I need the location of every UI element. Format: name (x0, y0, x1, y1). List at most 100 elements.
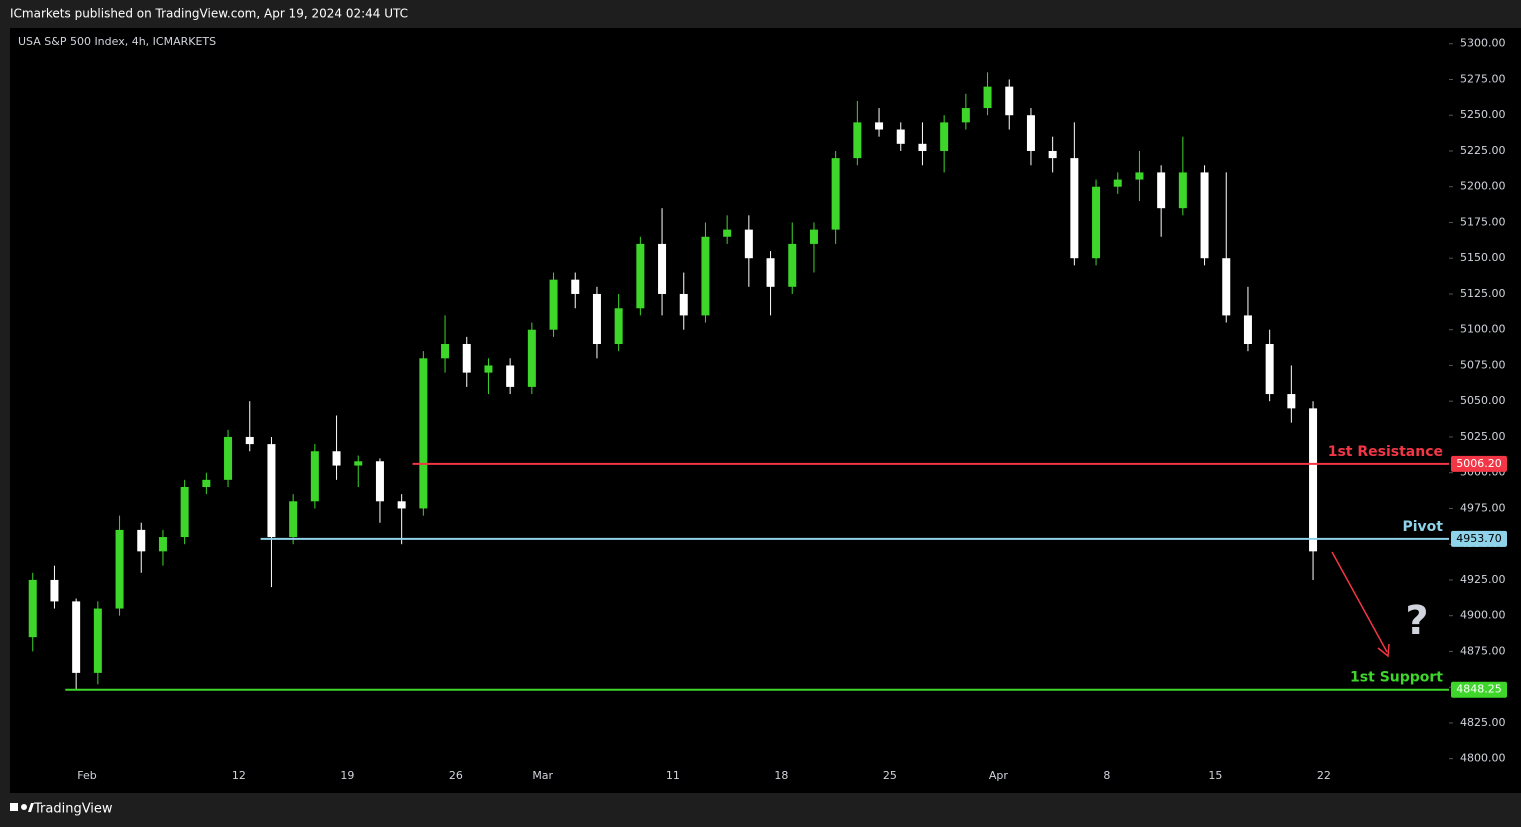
candle-body (462, 344, 471, 373)
candle-body (592, 293, 601, 345)
plot-area (10, 28, 1521, 793)
arrow (1331, 551, 1388, 653)
candle-body (375, 461, 384, 502)
logo (10, 803, 34, 812)
arrow-head (1377, 643, 1390, 658)
y-tick-label: 4800.00 (1460, 752, 1506, 765)
candle-body (1005, 86, 1014, 116)
y-tick-label: 4925.00 (1460, 573, 1506, 586)
candle-body (289, 501, 298, 538)
candle-body (93, 608, 102, 673)
candle-body (158, 537, 167, 552)
candle-body (441, 344, 450, 359)
candle-body (1048, 150, 1057, 159)
candle-body (831, 158, 840, 230)
level-name: Pivot (1403, 519, 1444, 535)
candle-body (788, 243, 797, 287)
x-tick-label: 26 (449, 769, 463, 782)
candle-body (1092, 186, 1101, 259)
y-tick-label: 4900.00 (1460, 609, 1506, 622)
candle-body (310, 451, 319, 502)
y-tick-label: 5225.00 (1460, 144, 1506, 157)
y-tick-label: 5150.00 (1460, 251, 1506, 264)
candle-body (636, 243, 645, 309)
x-tick-label: 22 (1317, 769, 1331, 782)
x-tick-label: 8 (1103, 769, 1110, 782)
candle-body (1135, 172, 1144, 180)
candle-body (896, 129, 905, 144)
level-tag (1451, 681, 1507, 698)
candle-body (332, 451, 341, 466)
candle-body (28, 579, 37, 638)
footer-brand: TradingView (33, 802, 113, 817)
y-tick-label: 4825.00 (1460, 716, 1506, 729)
y-tick-label: 4875.00 (1460, 644, 1506, 657)
candle-body (809, 229, 818, 244)
annotation: ? (1405, 598, 1428, 644)
candle-body (744, 229, 753, 259)
candle-body (961, 108, 970, 123)
candle-body (397, 501, 406, 509)
candle-body (180, 487, 189, 538)
candle-body (527, 329, 536, 387)
x-tick-label: Apr (989, 769, 1009, 782)
candle-body (72, 601, 81, 673)
candle-body (766, 258, 775, 287)
candle-body (1222, 258, 1231, 316)
header-title: ICmarkets published on TradingView.com, … (10, 7, 408, 21)
candle-body (1157, 172, 1166, 209)
level-value: 4848.25 (1456, 683, 1502, 696)
candle-body (202, 479, 211, 487)
candle-body (549, 279, 558, 330)
candle-body (1070, 158, 1079, 259)
level-value: 5006.20 (1456, 457, 1502, 470)
level-value: 4953.70 (1456, 532, 1502, 545)
x-tick-label: Mar (532, 769, 553, 782)
x-tick-label: 19 (340, 769, 354, 782)
candle-body (245, 436, 254, 445)
candle-body (419, 358, 428, 509)
y-tick-label: 5075.00 (1460, 358, 1506, 371)
candle-body (918, 143, 927, 151)
candle-body (679, 293, 688, 316)
x-tick-label: 18 (774, 769, 788, 782)
candle-body (1178, 172, 1187, 209)
candle-body (571, 279, 580, 294)
x-tick-label: 12 (232, 769, 246, 782)
y-tick-label: 5250.00 (1460, 108, 1506, 121)
symbol: USA S&P 500 Index, 4h, ICMARKETS (18, 35, 216, 48)
y-tick-label: 5175.00 (1460, 215, 1506, 228)
candle-body (614, 308, 623, 345)
y-tick-label: 4975.00 (1460, 501, 1506, 514)
y-tick-label: 5275.00 (1460, 72, 1506, 85)
candle-body (1113, 179, 1122, 187)
level-name: 1st Resistance (1328, 444, 1443, 460)
level-tag (1451, 455, 1507, 472)
candle-body (1200, 172, 1209, 259)
y-tick-label: 5050.00 (1460, 394, 1506, 407)
x-tick-label: 25 (883, 769, 897, 782)
candle-body (853, 122, 862, 159)
candle-body (50, 579, 59, 602)
candle-body (1287, 394, 1296, 409)
candle-body (1026, 115, 1035, 151)
candle-body (115, 529, 124, 609)
level-tag (1451, 530, 1507, 547)
candle-body (354, 461, 363, 466)
x-tick-label: Feb (77, 769, 96, 782)
candle-body (940, 122, 949, 151)
candle-body (224, 436, 233, 480)
candle-body (658, 243, 667, 294)
candle-body (875, 122, 884, 130)
x-tick-label: 11 (666, 769, 680, 782)
level-name: 1st Support (1350, 670, 1443, 686)
y-tick-label: 5100.00 (1460, 323, 1506, 336)
candle-body (983, 86, 992, 109)
candle-body (723, 229, 732, 237)
candle-body (1265, 344, 1274, 395)
candle-body (267, 444, 276, 538)
candle-body (1309, 408, 1318, 552)
y-tick-label: 5300.00 (1460, 37, 1506, 50)
